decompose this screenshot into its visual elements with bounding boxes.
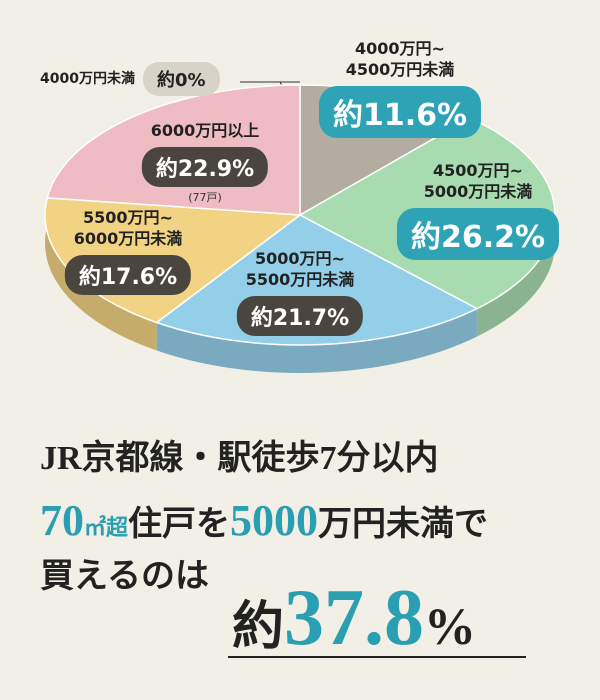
- message-segment: 万円未満で: [318, 506, 489, 543]
- message-line: 70㎡超住戸を5000万円未満で: [40, 495, 488, 546]
- slice-label: 5000万円~ 5500万円未満 約21.7%: [236, 248, 364, 336]
- pie-side: [44, 197, 157, 351]
- underline: [228, 656, 526, 658]
- value-label: 約26.2%: [396, 208, 560, 260]
- value-label: 約21.7%: [236, 296, 364, 336]
- slice-label: 6000万円以上約22.9% (77戸): [141, 120, 269, 205]
- message-segment: 住戸を: [128, 506, 231, 543]
- value-label: 約11.6%: [318, 86, 482, 138]
- category-label: 4000万円~ 4500万円未満: [345, 39, 455, 79]
- pie-side: [156, 308, 477, 373]
- result-prefix: 約: [232, 599, 285, 656]
- message-segment: 5000: [230, 496, 319, 545]
- message-line: 買えるのは: [40, 558, 209, 595]
- value-label: 約22.9%: [141, 147, 269, 187]
- slice-label: 4500万円~ 5000万円未満約26.2%: [396, 160, 560, 260]
- category-label: 6000万円以上: [150, 121, 260, 140]
- message-segment: 70: [40, 496, 84, 545]
- category-label: 5500万円~ 6000万円未満: [73, 208, 183, 248]
- annotation: (77戸): [188, 191, 222, 204]
- slice-label: 4000万円未満 約0%: [40, 62, 220, 96]
- slice-label: 5500万円~ 6000万円未満 約17.6%: [64, 207, 192, 295]
- result-suffix: %: [424, 599, 477, 656]
- category-label: 4500万円~ 5000万円未満: [423, 161, 533, 201]
- pie-slice: [155, 214, 479, 346]
- result-value: 37.8: [284, 574, 425, 662]
- slice-label: 4000万円~ 4500万円未満約11.6%: [318, 38, 482, 138]
- category-label: 5000万円~ 5500万円未満: [245, 249, 355, 289]
- value-label: 約0%: [142, 62, 220, 96]
- value-label: 約17.6%: [64, 255, 192, 295]
- message-segment: ㎡超: [84, 515, 129, 540]
- category-label: 4000万円未満: [40, 70, 135, 87]
- headline: JR京都線・駅徒歩7分以内: [40, 440, 439, 477]
- result: 約37.8%: [232, 578, 476, 680]
